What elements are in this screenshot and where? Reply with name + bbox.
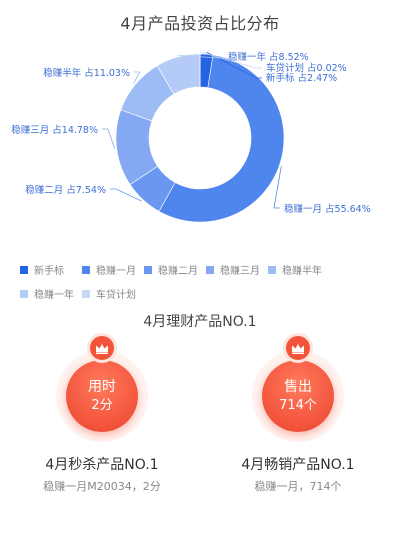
- section-title: 4月理财产品NO.1: [143, 314, 257, 330]
- slice-label-6: 稳赚一年 占8.52%: [228, 51, 309, 63]
- legend-item[interactable]: 新手标: [20, 262, 82, 277]
- slice-label-1: 新手标 占2.47%: [266, 72, 337, 84]
- slice-leader-lines: [102, 51, 282, 209]
- medal-top-text: 用时: [88, 379, 116, 395]
- donut-slices: [115, 53, 285, 223]
- legend-label: 车贷计划: [96, 290, 136, 301]
- legend-label: 稳赚一年: [34, 290, 74, 301]
- legend-item[interactable]: 车贷计划: [82, 286, 144, 301]
- donut-chart: 新手标 占2.47% 稳赚一月 占55.64% 稳赚二月 占7.54% 稳赚三月 占1…: [11, 51, 371, 223]
- legend-label: 稳赚一月: [96, 266, 136, 277]
- legend-swatch: [206, 265, 214, 274]
- slice-label-7: 车贷计划 占0.02%: [266, 62, 347, 74]
- legend-item[interactable]: 稳赚一年: [20, 286, 82, 301]
- leader-line-3: [110, 188, 142, 202]
- leader-line-2: [273, 165, 282, 209]
- legend-item[interactable]: 稳赚半年: [268, 262, 330, 277]
- legend-swatch: [20, 265, 28, 274]
- card-title: 4月秒杀产品NO.1: [45, 457, 159, 473]
- medal-bottom-text: 714个: [279, 398, 317, 413]
- crown-icon: [286, 336, 310, 360]
- card-subtitle: 稳赚一月M20034，2分: [43, 480, 161, 493]
- card-title: 4月畅销产品NO.1: [241, 457, 355, 473]
- legend-label: 稳赚二月: [158, 266, 198, 277]
- product-card-best-seller[interactable]: 售出 714个 4月畅销产品NO.1 稳赚一月，714个: [223, 336, 373, 494]
- legend-label: 稳赚半年: [282, 266, 322, 277]
- slice-label-3: 稳赚二月 占7.54%: [25, 184, 106, 196]
- medal-top-text: 售出: [284, 379, 312, 395]
- legend-swatch: [144, 265, 152, 274]
- legend-item[interactable]: 稳赚二月: [144, 262, 206, 277]
- leader-line-4: [102, 128, 116, 149]
- leader-line-7: [199, 51, 262, 69]
- medal: 售出 714个: [248, 336, 348, 446]
- slice-label-4: 稳赚三月 占14.78%: [11, 124, 98, 136]
- slice-labels: 新手标 占2.47% 稳赚一月 占55.64% 稳赚二月 占7.54% 稳赚三月 占1…: [11, 51, 371, 215]
- legend-swatch: [82, 265, 90, 274]
- card-subtitle: 稳赚一月，714个: [254, 480, 342, 493]
- medal-bottom-text: 2分: [91, 398, 113, 413]
- slice-label-2: 稳赚一月 占55.64%: [284, 203, 371, 215]
- leader-line-5: [133, 71, 141, 84]
- medal-core: 售出 714个: [262, 360, 334, 432]
- legend-label: 新手标: [34, 266, 64, 277]
- slice-label-5: 稳赚半年 占11.03%: [43, 67, 130, 79]
- legend-item[interactable]: 稳赚一月: [82, 262, 144, 277]
- medal-core: 用时 2分: [66, 360, 138, 432]
- crown-icon: [90, 336, 114, 360]
- legend-swatch: [268, 265, 276, 274]
- product-card-flash-sale[interactable]: 用时 2分 4月秒杀产品NO.1 稳赚一月M20034，2分: [27, 336, 177, 494]
- legend-label: 稳赚三月: [220, 266, 260, 277]
- legend-item[interactable]: 稳赚三月: [206, 262, 268, 277]
- chart-title: 4月产品投资占比分布: [120, 14, 280, 33]
- medal: 用时 2分: [52, 336, 152, 446]
- chart-legend: 新手标 稳赚一月 稳赚二月 稳赚三月 稳赚半年稳赚一年 车贷计划: [20, 262, 390, 301]
- legend-swatch: [20, 289, 28, 298]
- leader-line-1: [206, 51, 262, 79]
- legend-swatch: [82, 289, 90, 298]
- slice-2[interactable]: [158, 54, 285, 223]
